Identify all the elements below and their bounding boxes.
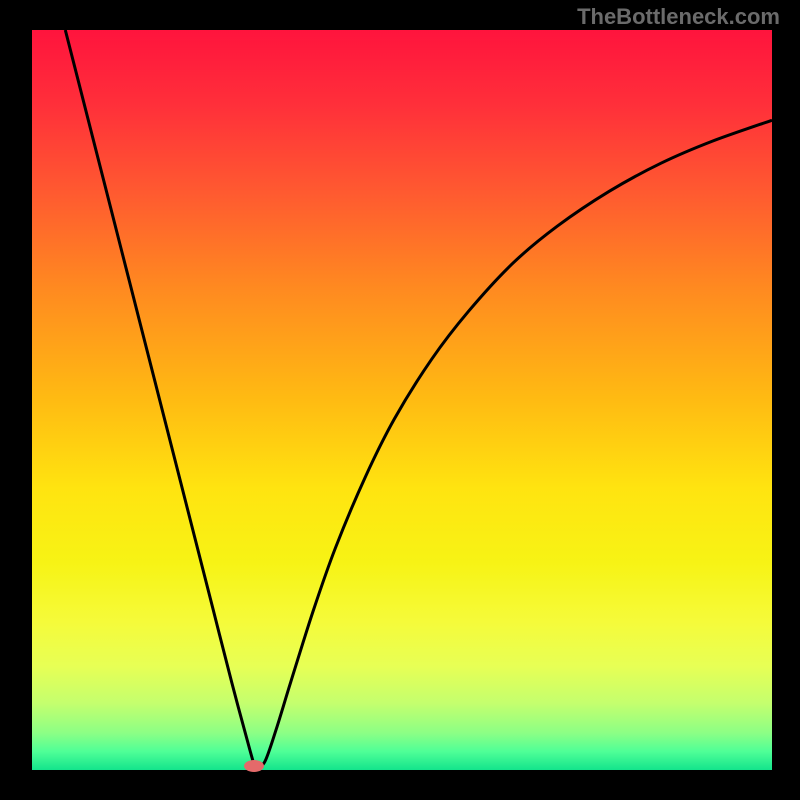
bottleneck-curve [65, 30, 772, 766]
watermark-text: TheBottleneck.com [577, 4, 780, 30]
curve-plot [32, 30, 772, 770]
plot-area [32, 30, 772, 770]
optimum-marker [244, 760, 264, 772]
